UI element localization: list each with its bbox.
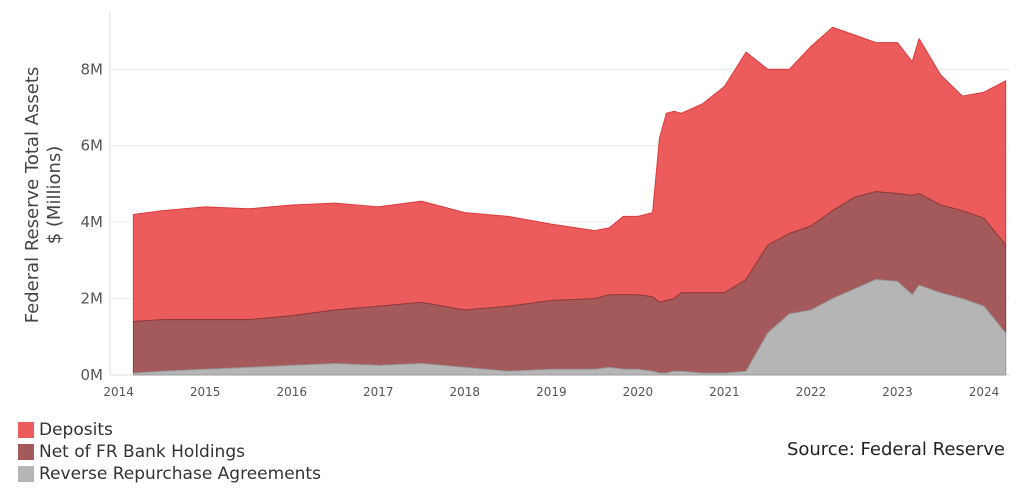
stacked-areas: [132, 26, 1007, 376]
legend-item-net-of-fr-bank-holdings: Net of FR Bank Holdings: [18, 441, 321, 463]
legend: Deposits Net of FR Bank Holdings Reverse…: [18, 419, 321, 485]
y-axis-units: $ (Millions): [44, 146, 65, 245]
x-tick-label: 2024: [969, 385, 1000, 399]
x-tick-label: 2017: [363, 385, 394, 399]
legend-label: Deposits: [39, 420, 113, 440]
y-tick-label: 8M: [81, 60, 104, 78]
legend-label: Net of FR Bank Holdings: [39, 442, 245, 462]
x-tick-labels: 2014 2015 2016 2017 2018 2019 2020 2021 2022 2023…: [103, 385, 999, 399]
y-tick-label: 2M: [81, 290, 104, 308]
x-tick-label: 2020: [623, 385, 654, 399]
legend-label: Reverse Repurchase Agreements: [39, 464, 321, 484]
x-tick-label: 2015: [190, 385, 221, 399]
x-tick-label: 2019: [536, 385, 567, 399]
legend-item-reverse-repurchase: Reverse Repurchase Agreements: [18, 463, 321, 485]
x-tick-label: 2016: [276, 385, 307, 399]
x-tick-label: 2014: [103, 385, 134, 399]
x-tick-label: 2018: [450, 385, 481, 399]
y-tick-label: 0M: [81, 366, 104, 384]
y-tick-labels: 0M 2M 4M 6M 8M: [81, 60, 104, 384]
x-tick-label: 2021: [709, 385, 740, 399]
legend-item-deposits: Deposits: [18, 419, 321, 441]
y-tick-label: 4M: [81, 213, 104, 231]
x-tick-label: 2023: [882, 385, 913, 399]
legend-swatch-reverse-repo: [18, 466, 34, 482]
source-note: Source: Federal Reserve: [786, 439, 1005, 460]
y-tick-label: 6M: [81, 137, 104, 155]
area-series-2: [132, 278, 1007, 376]
legend-swatch-deposits: [18, 422, 34, 438]
y-axis-title: Federal Reserve Total Assets: [22, 67, 43, 324]
legend-swatch-net: [18, 444, 34, 460]
x-tick-label: 2022: [796, 385, 827, 399]
